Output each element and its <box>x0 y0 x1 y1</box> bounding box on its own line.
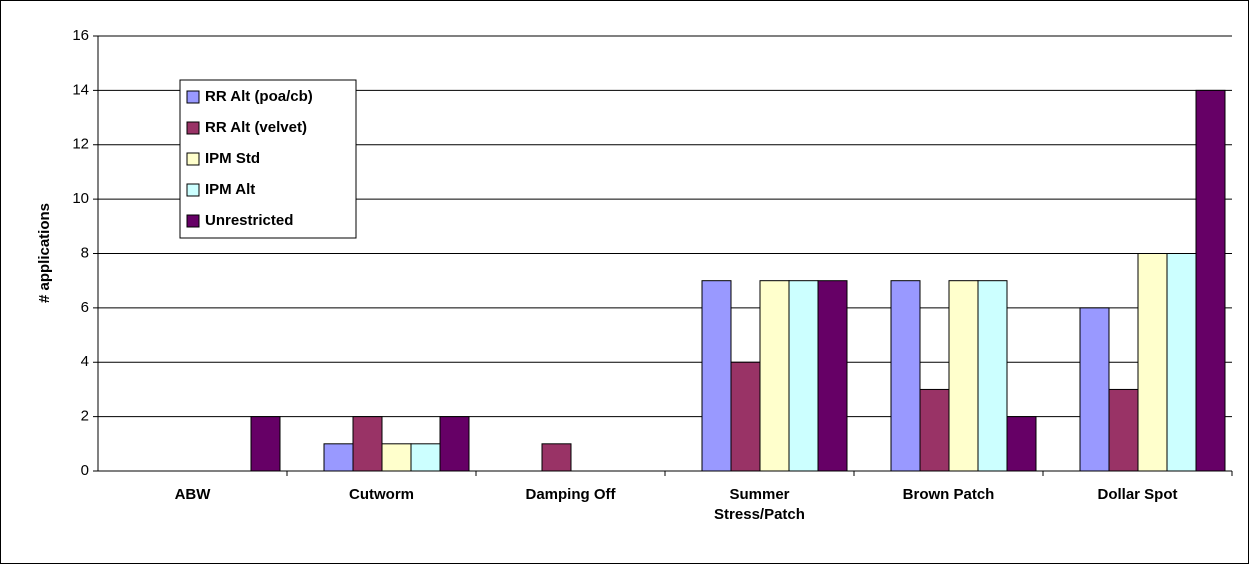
legend-swatch <box>186 121 200 135</box>
bar <box>1006 416 1037 472</box>
bar <box>439 416 470 472</box>
legend-box <box>179 79 357 239</box>
legend-swatch <box>186 152 200 166</box>
y-tick-label: 4 <box>81 353 89 370</box>
bar <box>1108 388 1139 472</box>
x-tick-label: Cutworm <box>349 486 414 503</box>
y-tick-label: 12 <box>72 136 89 153</box>
y-tick-label: 2 <box>81 408 89 425</box>
legend-label: Unrestricted <box>205 212 293 229</box>
y-axis-label: # applications <box>36 203 53 303</box>
bar <box>323 443 354 472</box>
bar <box>1195 89 1226 472</box>
y-tick-label: 0 <box>81 462 89 479</box>
bar <box>701 280 732 472</box>
bar <box>890 280 921 472</box>
bar <box>352 416 383 472</box>
bar <box>919 388 950 472</box>
x-tick-label: Damping Off <box>525 486 616 503</box>
bar <box>788 280 819 472</box>
legend-swatch <box>186 214 200 228</box>
bar <box>817 280 848 472</box>
legend-label: RR Alt (velvet) <box>205 119 307 136</box>
y-tick-label: 14 <box>72 81 89 98</box>
bar <box>410 443 441 472</box>
legend-label: RR Alt (poa/cb) <box>205 88 313 105</box>
y-tick-label: 6 <box>81 299 89 316</box>
bar <box>541 443 572 472</box>
y-tick-label: 10 <box>72 190 89 207</box>
bar <box>1079 307 1110 472</box>
legend-swatch <box>186 183 200 197</box>
legend-swatch <box>186 90 200 104</box>
bar <box>759 280 790 472</box>
bar <box>948 280 979 472</box>
bar <box>1137 253 1168 472</box>
legend-label: IPM Std <box>205 150 260 167</box>
bar <box>730 361 761 472</box>
x-tick-label: ABW <box>174 486 211 503</box>
x-tick-label: Brown Patch <box>902 486 995 503</box>
y-tick-label: 16 <box>72 27 89 44</box>
y-tick-label: 8 <box>81 244 89 261</box>
bar <box>250 416 281 472</box>
x-tick-label: Dollar Spot <box>1097 486 1178 503</box>
x-tick-label: Summer Stress/Patch <box>714 486 805 523</box>
bar <box>977 280 1008 472</box>
bar <box>1166 253 1197 472</box>
legend-label: IPM Alt <box>205 181 255 198</box>
bar <box>381 443 412 472</box>
